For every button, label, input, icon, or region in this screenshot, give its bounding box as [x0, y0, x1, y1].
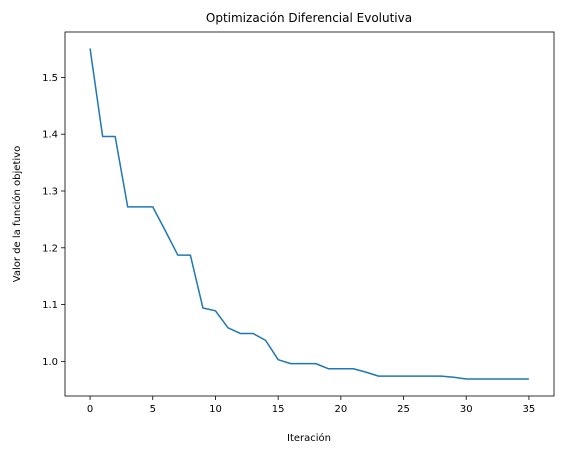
series-layer	[89, 48, 529, 380]
plot-area-frame	[64, 31, 555, 397]
y-tick-label: 1.0	[42, 357, 58, 368]
y-axis-label: Valor de la función objetivo	[11, 146, 23, 282]
y-tick-label: 1.2	[42, 243, 58, 254]
x-tick-label: 15	[272, 404, 285, 415]
series-line	[89, 48, 529, 380]
x-axis-label: Iteración	[287, 432, 331, 444]
x-tick-label: 5	[150, 404, 156, 415]
y-tick-label: 1.4	[42, 130, 58, 141]
x-tick-label: 20	[334, 404, 347, 415]
x-axis-ticks: 0 5 10 15 20 25 30 35	[87, 396, 535, 415]
x-tick-label: 25	[397, 404, 410, 415]
x-tick-label: 30	[460, 404, 473, 415]
y-tick-label: 1.1	[42, 300, 58, 311]
y-tick-label: 1.5	[42, 73, 58, 84]
chart-title: Optimización Diferencial Evolutiva	[206, 11, 412, 25]
x-tick-label: 0	[87, 404, 93, 415]
y-tick-label: 1.3	[42, 187, 58, 198]
y-axis-ticks: 1.0 1.1 1.2 1.3 1.4 1.5	[42, 73, 65, 368]
x-tick-label: 10	[209, 404, 222, 415]
x-tick-label: 35	[523, 404, 536, 415]
